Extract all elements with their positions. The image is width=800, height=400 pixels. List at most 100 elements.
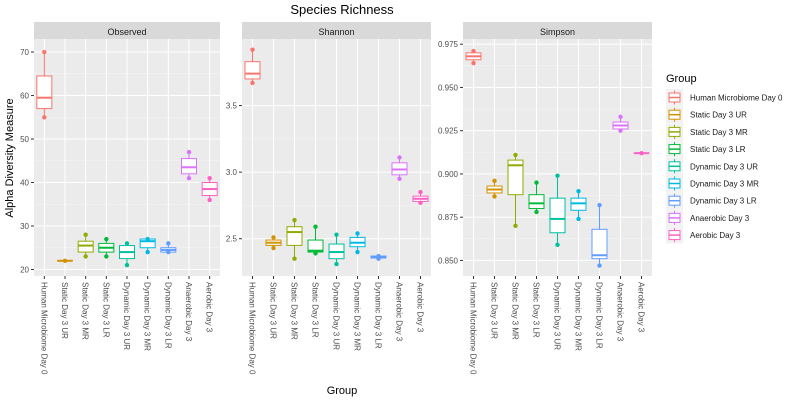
panel-observed: Observed 20 30 40 50 60 70 Human Microbiome Day… — [20, 22, 220, 375]
box-iqr — [591, 228, 608, 260]
box-static-day-3-lr — [528, 180, 545, 215]
y-tick-label: 70 — [20, 48, 29, 57]
legend-item-static-day-3-mr: Static Day 3 MR — [666, 123, 748, 141]
data-point — [513, 223, 518, 229]
data-point — [618, 128, 623, 133]
facet-label: Simpson — [540, 27, 575, 37]
legend-item-static-day-3-lr: Static Day 3 LR — [666, 140, 746, 158]
legend-item-aerobic-day-3: Aerobic Day 3 — [666, 226, 741, 244]
data-point — [355, 231, 360, 236]
x-tick-label: Dynamic Day 3 LR — [163, 282, 172, 349]
data-point — [355, 249, 360, 255]
legend-label: Dynamic Day 3 MR — [690, 180, 759, 189]
panel-simpson: Simpson 0.850 0.875 0.900 0.925 0.950 0.975 Hum… — [438, 22, 652, 375]
box-iqr — [181, 158, 197, 175]
x-tick-label: Static Day 3 MR — [290, 282, 299, 340]
data-point — [555, 242, 560, 248]
x-tick-label: Dynamic Day 3 MR — [353, 282, 362, 351]
x-tick-label: Static Day 3 MR — [511, 282, 520, 340]
box-anaerobic-day-3 — [612, 114, 629, 133]
box-aerobic-day-3 — [633, 150, 650, 156]
box-aerobic-day-3 — [412, 189, 429, 205]
box-human-microbiome-day-0 — [465, 48, 482, 66]
data-point — [292, 256, 297, 261]
y-tick-label: 30 — [20, 222, 29, 231]
x-tick-label: Anaerobic Day 3 — [616, 282, 625, 342]
legend-label: Dynamic Day 3 LR — [690, 197, 757, 206]
x-tick-label: Anaerobic Day 3 — [395, 282, 404, 342]
data-point — [313, 251, 318, 256]
legend-label: Aerobic Day 3 — [690, 231, 741, 240]
data-point — [186, 149, 192, 155]
x-tick-label: Dynamic Day 3 UR — [332, 282, 341, 350]
data-point — [271, 235, 276, 240]
data-point — [397, 176, 402, 182]
x-tick-label: Static Day 3 LR — [532, 282, 541, 338]
legend-label: Static Day 3 LR — [690, 145, 746, 154]
data-point — [471, 61, 476, 66]
x-tick-label: Dynamic Day 3 UR — [553, 282, 562, 350]
data-point — [166, 249, 171, 255]
legend-title: Group — [666, 73, 697, 85]
box-dynamic-day-3-lr — [160, 241, 177, 255]
y-tick-label: 0.900 — [438, 170, 459, 179]
data-point — [62, 258, 68, 263]
box-dynamic-day-3-mr — [570, 189, 587, 222]
legend-items: Human Microbiome Day 0 Static Day 3 UR Sta… — [666, 89, 783, 244]
box-iqr — [77, 240, 94, 253]
data-point — [83, 254, 88, 259]
data-point — [124, 241, 130, 246]
x-tick-label: Dynamic Day 3 MR — [143, 282, 152, 351]
facet-strip — [34, 22, 220, 39]
data-point — [186, 175, 192, 181]
x-tick-label: Static Day 3 LR — [101, 282, 110, 338]
x-tick-label: Dynamic Day 3 LR — [595, 282, 604, 349]
y-tick-label: 3.0 — [226, 168, 238, 177]
x-tick-label: Dynamic Day 3 MR — [574, 282, 583, 351]
box-static-day-3-ur — [57, 258, 73, 263]
data-point — [418, 189, 423, 195]
data-point — [534, 209, 539, 215]
y-tick-label: 0.925 — [438, 127, 459, 136]
data-point — [471, 48, 476, 54]
data-point — [166, 241, 171, 246]
box-anaerobic-day-3 — [391, 155, 408, 182]
x-tick-label: Static Day 3 LR — [311, 282, 320, 338]
x-tick-label: Human Microbiome Day 0 — [248, 282, 257, 375]
box-iqr — [549, 197, 566, 234]
box-anaerobic-day-3 — [181, 149, 197, 181]
data-point — [597, 263, 602, 268]
data-point — [639, 150, 644, 156]
x-tick-label: Dynamic Day 3 UR — [122, 282, 131, 350]
legend-label: Human Microbiome Day 0 — [690, 94, 783, 103]
box-static-day-3-ur — [265, 235, 282, 251]
data-point — [124, 262, 130, 268]
box-iqr — [286, 226, 303, 246]
data-point — [334, 232, 339, 237]
y-tick-label: 2.5 — [226, 235, 238, 244]
chart-title: Species Richness — [290, 2, 394, 17]
data-point — [555, 173, 560, 178]
data-point — [376, 253, 381, 259]
data-point — [42, 49, 47, 55]
y-tick-label: 60 — [20, 92, 29, 101]
box-dynamic-day-3-ur — [549, 173, 566, 248]
x-tick-label: Aerobic Day 3 — [416, 282, 425, 333]
data-point — [104, 236, 109, 242]
x-tick-label: Static Day 3 UR — [269, 282, 278, 339]
legend-label: Anaerobic Day 3 — [690, 214, 750, 223]
box-dynamic-day-3-lr — [591, 202, 608, 268]
data-point — [397, 155, 402, 160]
y-tick-label: 0.950 — [438, 83, 459, 92]
legend-label: Dynamic Day 3 UR — [690, 162, 758, 171]
box-dynamic-day-3-mr — [139, 236, 156, 255]
box-static-day-3-ur — [486, 178, 503, 199]
box-static-day-3-lr — [98, 236, 115, 259]
data-point — [534, 180, 539, 185]
data-point — [576, 216, 581, 222]
box-human-microbiome-day-0 — [36, 49, 53, 120]
data-point — [271, 245, 276, 251]
data-point — [145, 236, 150, 242]
legend-item-anaerobic-day-3: Anaerobic Day 3 — [666, 209, 750, 227]
